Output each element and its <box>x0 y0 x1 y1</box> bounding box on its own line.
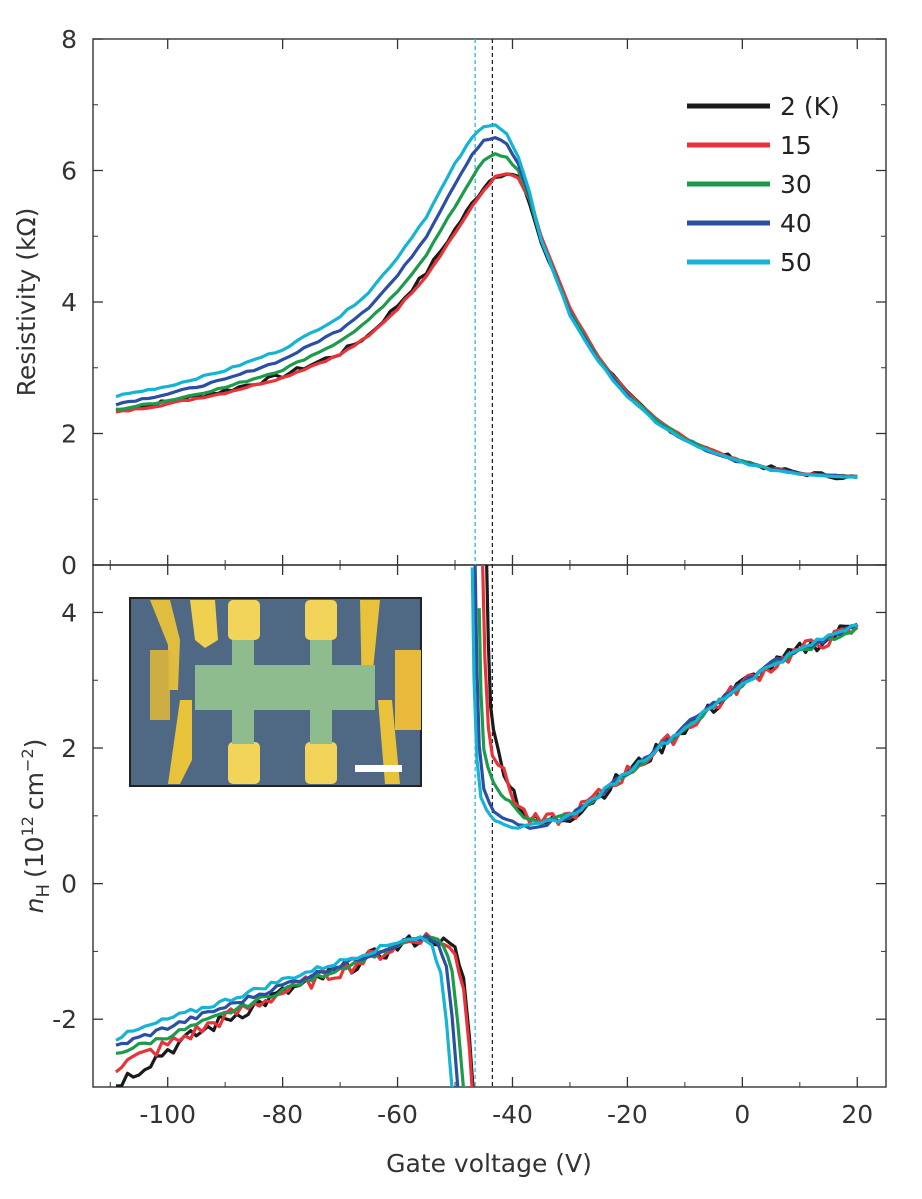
x-tick-label: -60 <box>377 1100 418 1129</box>
legend-label: 15 <box>780 131 812 160</box>
top-y-tick-label: 4 <box>61 288 77 317</box>
bottom-y-tick-label: 0 <box>61 870 77 899</box>
top-panel-frame <box>92 38 887 566</box>
x-tick-label: -40 <box>492 1100 533 1129</box>
resistivity-line-15 <box>115 172 858 479</box>
bottom-y-tick-label: 4 <box>61 598 77 627</box>
resistivity-line-50 <box>115 123 858 479</box>
ylabel-rest: (10 <box>20 836 49 878</box>
hall-density-line-40-branch1 <box>473 565 859 830</box>
bottom-y-tick-label: 2 <box>61 734 77 763</box>
legend-label: 50 <box>780 248 812 277</box>
hall-density-line-50-branch1 <box>470 567 858 830</box>
hall-density-line-30-branch1 <box>477 608 859 826</box>
ylabel-sup: 12 <box>18 816 37 836</box>
x-tick-label: 0 <box>734 1100 750 1129</box>
ylabel-unit: cm <box>20 772 49 810</box>
top-y-tick-label: 2 <box>61 420 77 449</box>
legend: 2 (K) 15 30 40 50 <box>687 92 840 277</box>
top-y-tick-label: 0 <box>61 551 77 580</box>
resistivity-line-2K <box>115 172 858 481</box>
x-axis-title: Gate voltage (V) <box>386 1149 592 1178</box>
x-tick-label: -100 <box>139 1100 196 1129</box>
legend-label: 2 (K) <box>780 92 840 121</box>
legend-label: 40 <box>780 209 812 238</box>
top-y-tick-label: 8 <box>61 25 77 54</box>
ylabel-n: n <box>20 898 49 914</box>
hall-density-line-2K-branch1 <box>485 565 858 825</box>
ylabel-unit-sup: −2 <box>18 748 37 772</box>
scale-bar <box>355 765 402 772</box>
ylabel-sub: H <box>33 884 54 898</box>
hall-density-line-2K-branch0 <box>115 932 475 1087</box>
hall-density-line-15-branch1 <box>481 565 859 826</box>
legend-label: 30 <box>780 170 812 199</box>
hall-density-line-40-branch0 <box>115 933 460 1087</box>
top-y-tick-label: 6 <box>61 157 77 186</box>
x-tick-label: 20 <box>841 1100 873 1129</box>
bottom-panel-frame <box>92 564 887 1088</box>
x-tick-label: -80 <box>262 1100 303 1129</box>
bottom-y-tick-label: -2 <box>52 1005 77 1034</box>
resistivity-line-30 <box>115 152 858 480</box>
ylabel-close: ) <box>20 739 49 749</box>
bottom-y-axis-title: nH (1012 cm−2) <box>18 739 54 914</box>
hall-density-line-15-branch0 <box>114 932 474 1087</box>
device-micrograph-inset <box>129 597 422 787</box>
hall-density-line-30-branch0 <box>115 935 465 1087</box>
top-y-axis-title: Resistivity (kΩ) <box>12 208 41 397</box>
x-tick-label: -20 <box>607 1100 648 1129</box>
hall-density-line-50-branch0 <box>115 935 454 1087</box>
